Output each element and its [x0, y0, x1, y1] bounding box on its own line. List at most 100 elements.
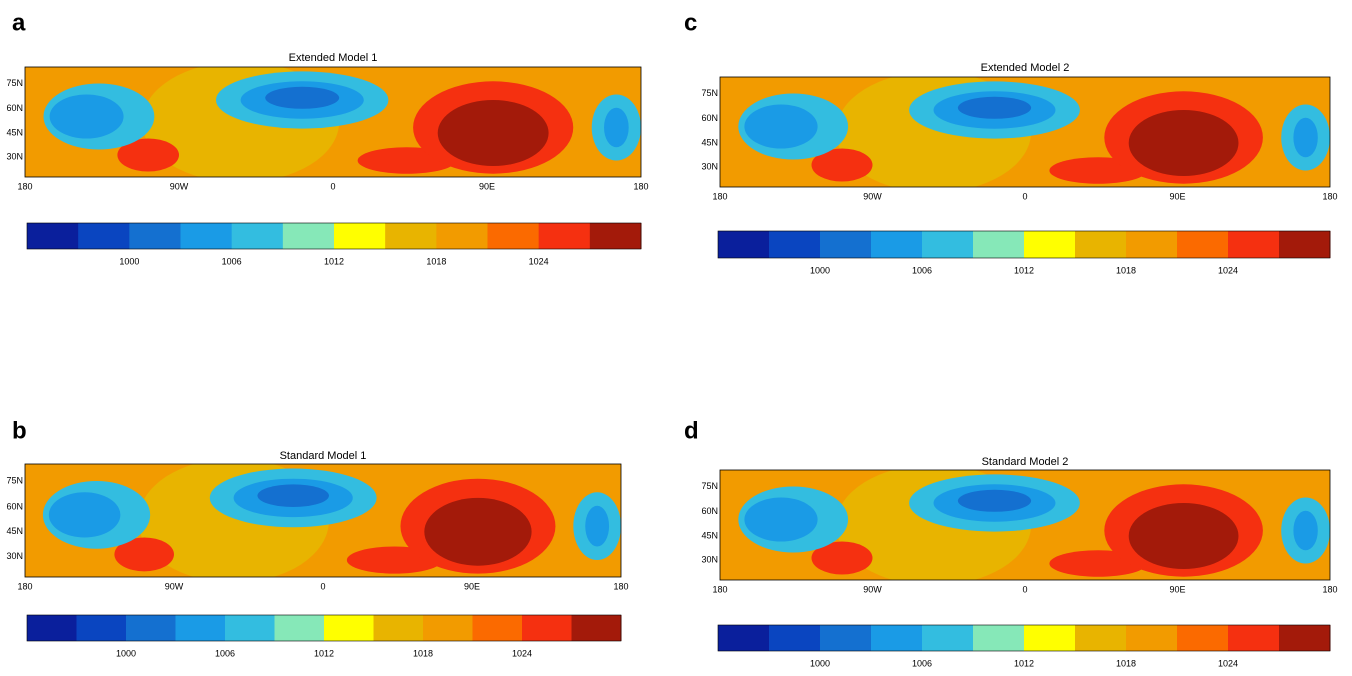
- colorbar-cell: [231, 223, 284, 249]
- lat-label: 60N: [701, 113, 718, 123]
- lon-label: 90E: [479, 181, 495, 191]
- colorbar-label: 1012: [1014, 265, 1034, 275]
- pressure-region: [437, 100, 549, 166]
- colorbar-label: 1018: [1116, 265, 1136, 275]
- panel: b Standard Model 1 75N 60N 45N 30N 180 90W 0 90E 1…: [6, 417, 628, 658]
- lat-label: 60N: [6, 103, 23, 113]
- colorbar-cell: [1228, 625, 1280, 651]
- lon-label: 180: [17, 181, 32, 191]
- lon-label: 180: [17, 581, 32, 591]
- lon-label: 180: [1322, 191, 1337, 201]
- colorbar-cell: [1075, 231, 1127, 258]
- lon-label: 0: [1022, 584, 1027, 594]
- lon-label: 180: [712, 191, 727, 201]
- colorbar-cell: [871, 625, 923, 651]
- map-frame: [719, 76, 1331, 188]
- colorbar-cell: [274, 615, 325, 641]
- colorbar-label: 1000: [810, 658, 830, 668]
- colorbar-label: 1024: [529, 256, 549, 266]
- colorbar-cell: [175, 615, 226, 641]
- lat-label: 30N: [701, 162, 718, 172]
- colorbar-cell: [129, 223, 181, 249]
- lat-label: 45N: [6, 526, 23, 536]
- colorbar-label: 1024: [512, 648, 532, 658]
- map: [720, 77, 1330, 187]
- colorbar-cell: [1126, 231, 1178, 258]
- lon-label: 180: [712, 584, 727, 594]
- map: [720, 470, 1330, 580]
- lat-label: 75N: [6, 475, 23, 485]
- lon-label: 90E: [1169, 191, 1185, 201]
- colorbar-frame: [717, 230, 1331, 259]
- lon-label: 180: [613, 581, 628, 591]
- colorbar-cell: [472, 615, 523, 641]
- lat-label: 60N: [6, 501, 23, 511]
- colorbar-cell: [1024, 231, 1076, 258]
- panel-title: Extended Model 2: [981, 62, 1070, 74]
- colorbar-cell: [571, 615, 622, 641]
- colorbar-cell: [487, 223, 540, 249]
- colorbar-label: 1024: [1218, 658, 1238, 668]
- colorbar-cell: [76, 615, 127, 641]
- colorbar-label: 1024: [1218, 265, 1238, 275]
- colorbar-cell: [78, 223, 130, 249]
- colorbar-cell: [436, 223, 488, 249]
- lat-label: 30N: [701, 555, 718, 565]
- panel: a Extended Model 1 75N 60N 45N 30N 180 90W 0 90E 1…: [6, 9, 648, 266]
- colorbar-frame: [26, 222, 642, 250]
- colorbar-cell: [1177, 625, 1229, 651]
- pressure-region: [424, 497, 532, 566]
- colorbar-cell: [1024, 625, 1076, 651]
- pressure-region: [957, 96, 1032, 119]
- colorbar-cell: [718, 625, 770, 651]
- colorbar-cell: [180, 223, 233, 249]
- colorbar-label: 1018: [426, 256, 446, 266]
- lat-label: 45N: [701, 530, 718, 540]
- map: [25, 67, 641, 177]
- map-frame: [24, 66, 642, 178]
- colorbar-cell: [922, 231, 974, 258]
- pressure-region: [257, 484, 329, 507]
- pressure-region: [604, 107, 629, 148]
- colorbar-frame: [717, 624, 1331, 652]
- colorbar-cell: [373, 615, 424, 641]
- panel-title: Standard Model 1: [280, 450, 367, 462]
- lat-label: 60N: [701, 506, 718, 516]
- lat-label: 75N: [701, 481, 718, 491]
- pressure-region: [117, 138, 179, 172]
- colorbar-label: 1000: [810, 265, 830, 275]
- pressure-region: [744, 497, 818, 542]
- colorbar-cell: [1177, 231, 1229, 258]
- lon-label: 0: [330, 181, 335, 191]
- colorbar-label: 1006: [912, 265, 932, 275]
- colorbar-cell: [922, 625, 974, 651]
- colorbar-cell: [769, 231, 821, 258]
- pressure-region: [1293, 510, 1318, 551]
- lat-label: 45N: [6, 127, 23, 137]
- lon-label: 180: [633, 181, 648, 191]
- lon-label: 90W: [863, 191, 882, 201]
- colorbar-label: 1018: [413, 648, 433, 658]
- colorbar-cell: [769, 625, 821, 651]
- colorbar-cell: [225, 615, 275, 641]
- colorbar-label: 1006: [222, 256, 242, 266]
- lon-label: 90W: [165, 581, 184, 591]
- colorbar-cell: [1279, 625, 1331, 651]
- colorbar-cell: [1279, 231, 1331, 258]
- lat-label: 45N: [701, 137, 718, 147]
- map: [25, 464, 621, 577]
- pressure-region: [811, 541, 873, 575]
- colorbar-cell: [522, 615, 572, 641]
- lat-label: 30N: [6, 551, 23, 561]
- lat-label: 30N: [6, 152, 23, 162]
- pressure-region: [265, 86, 340, 109]
- colorbar-label: 1018: [1116, 658, 1136, 668]
- pressure-region: [957, 489, 1032, 512]
- panel-letter: d: [684, 417, 699, 444]
- colorbar-frame: [26, 614, 622, 642]
- lon-label: 0: [320, 581, 325, 591]
- pressure-region: [811, 148, 873, 182]
- colorbar-cell: [1126, 625, 1178, 651]
- map-frame: [719, 469, 1331, 581]
- colorbar-cell: [820, 231, 872, 258]
